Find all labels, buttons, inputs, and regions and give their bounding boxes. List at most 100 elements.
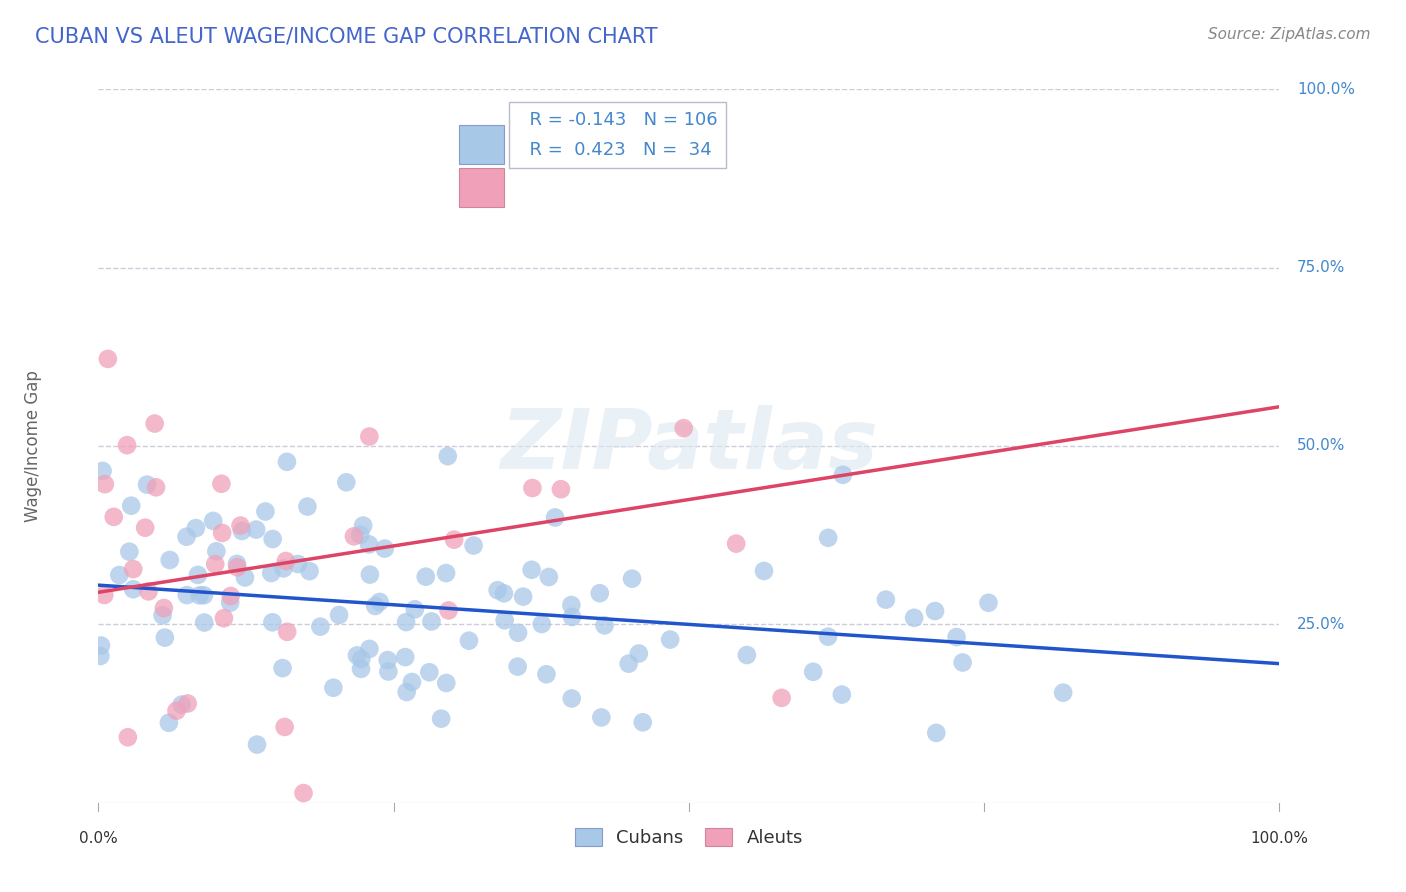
- Point: [725, 536, 748, 550]
- Point: [359, 641, 381, 656]
- Point: [145, 480, 167, 494]
- Point: [512, 590, 534, 604]
- Point: [122, 582, 145, 597]
- Point: [350, 652, 373, 666]
- Point: [420, 615, 443, 629]
- Point: [90, 639, 112, 653]
- Text: 100.0%: 100.0%: [1298, 82, 1355, 96]
- Point: [273, 561, 295, 575]
- Point: [346, 648, 368, 663]
- Point: [617, 657, 640, 671]
- Point: [117, 731, 139, 745]
- Point: [418, 665, 440, 680]
- Point: [176, 530, 198, 544]
- Point: [530, 617, 553, 632]
- Point: [352, 518, 374, 533]
- Point: [276, 455, 298, 469]
- Point: [212, 611, 235, 625]
- Point: [292, 786, 315, 800]
- Point: [434, 676, 457, 690]
- Text: R = -0.143   N = 106
  R =  0.423   N =  34: R = -0.143 N = 106 R = 0.423 N = 34: [517, 111, 717, 159]
- Point: [138, 584, 160, 599]
- Point: [193, 588, 215, 602]
- Text: CUBAN VS ALEUT WAGE/INCOME GAP CORRELATION CHART: CUBAN VS ALEUT WAGE/INCOME GAP CORRELATI…: [35, 27, 658, 46]
- Point: [561, 610, 583, 624]
- Point: [271, 661, 294, 675]
- Point: [492, 586, 515, 600]
- Point: [108, 568, 131, 582]
- Point: [287, 557, 309, 571]
- Point: [335, 475, 357, 490]
- Point: [458, 633, 481, 648]
- Point: [404, 602, 426, 616]
- Point: [157, 715, 180, 730]
- Point: [219, 596, 242, 610]
- Point: [817, 531, 839, 545]
- Point: [233, 570, 256, 584]
- Point: [209, 476, 232, 491]
- Point: [832, 467, 855, 482]
- Point: [153, 631, 176, 645]
- Point: [925, 726, 948, 740]
- Point: [977, 596, 1000, 610]
- Point: [359, 429, 381, 443]
- Point: [506, 659, 529, 673]
- Point: [377, 665, 399, 679]
- Point: [93, 588, 115, 602]
- Legend: Cubans, Aleuts: Cubans, Aleuts: [568, 821, 810, 855]
- Point: [226, 560, 249, 574]
- Point: [143, 417, 166, 431]
- Point: [262, 615, 284, 630]
- Point: [589, 586, 612, 600]
- Point: [231, 524, 253, 538]
- Point: [120, 499, 142, 513]
- Point: [752, 564, 775, 578]
- Point: [350, 662, 373, 676]
- Point: [276, 624, 298, 639]
- Point: [211, 525, 233, 540]
- Point: [560, 598, 582, 612]
- Point: [226, 557, 249, 571]
- Point: [188, 588, 211, 602]
- Point: [136, 477, 159, 491]
- Point: [187, 568, 209, 582]
- Point: [537, 570, 560, 584]
- Point: [219, 589, 242, 603]
- Point: [659, 632, 682, 647]
- Point: [544, 510, 567, 524]
- Point: [134, 521, 156, 535]
- Point: [152, 608, 174, 623]
- Point: [374, 541, 396, 556]
- Text: 50.0%: 50.0%: [1298, 439, 1346, 453]
- Point: [274, 554, 297, 568]
- Point: [262, 532, 284, 546]
- Point: [170, 698, 193, 712]
- Point: [434, 566, 457, 580]
- Point: [349, 528, 371, 542]
- Text: ZIPatlas: ZIPatlas: [501, 406, 877, 486]
- Point: [520, 563, 543, 577]
- Point: [437, 603, 460, 617]
- Point: [394, 650, 416, 665]
- Point: [260, 566, 283, 580]
- Text: 100.0%: 100.0%: [1250, 831, 1309, 847]
- Point: [343, 529, 366, 543]
- Point: [176, 588, 198, 602]
- Point: [229, 518, 252, 533]
- Point: [254, 504, 277, 518]
- Point: [204, 557, 226, 571]
- Text: Source: ZipAtlas.com: Source: ZipAtlas.com: [1208, 27, 1371, 42]
- Point: [415, 570, 437, 584]
- Point: [322, 681, 344, 695]
- Point: [593, 618, 616, 632]
- Point: [176, 697, 198, 711]
- Point: [118, 544, 141, 558]
- Point: [735, 648, 758, 662]
- Point: [522, 481, 544, 495]
- Point: [97, 351, 120, 366]
- Bar: [458, 168, 503, 207]
- Point: [153, 601, 176, 615]
- Point: [364, 599, 387, 613]
- Point: [401, 675, 423, 690]
- Point: [831, 688, 853, 702]
